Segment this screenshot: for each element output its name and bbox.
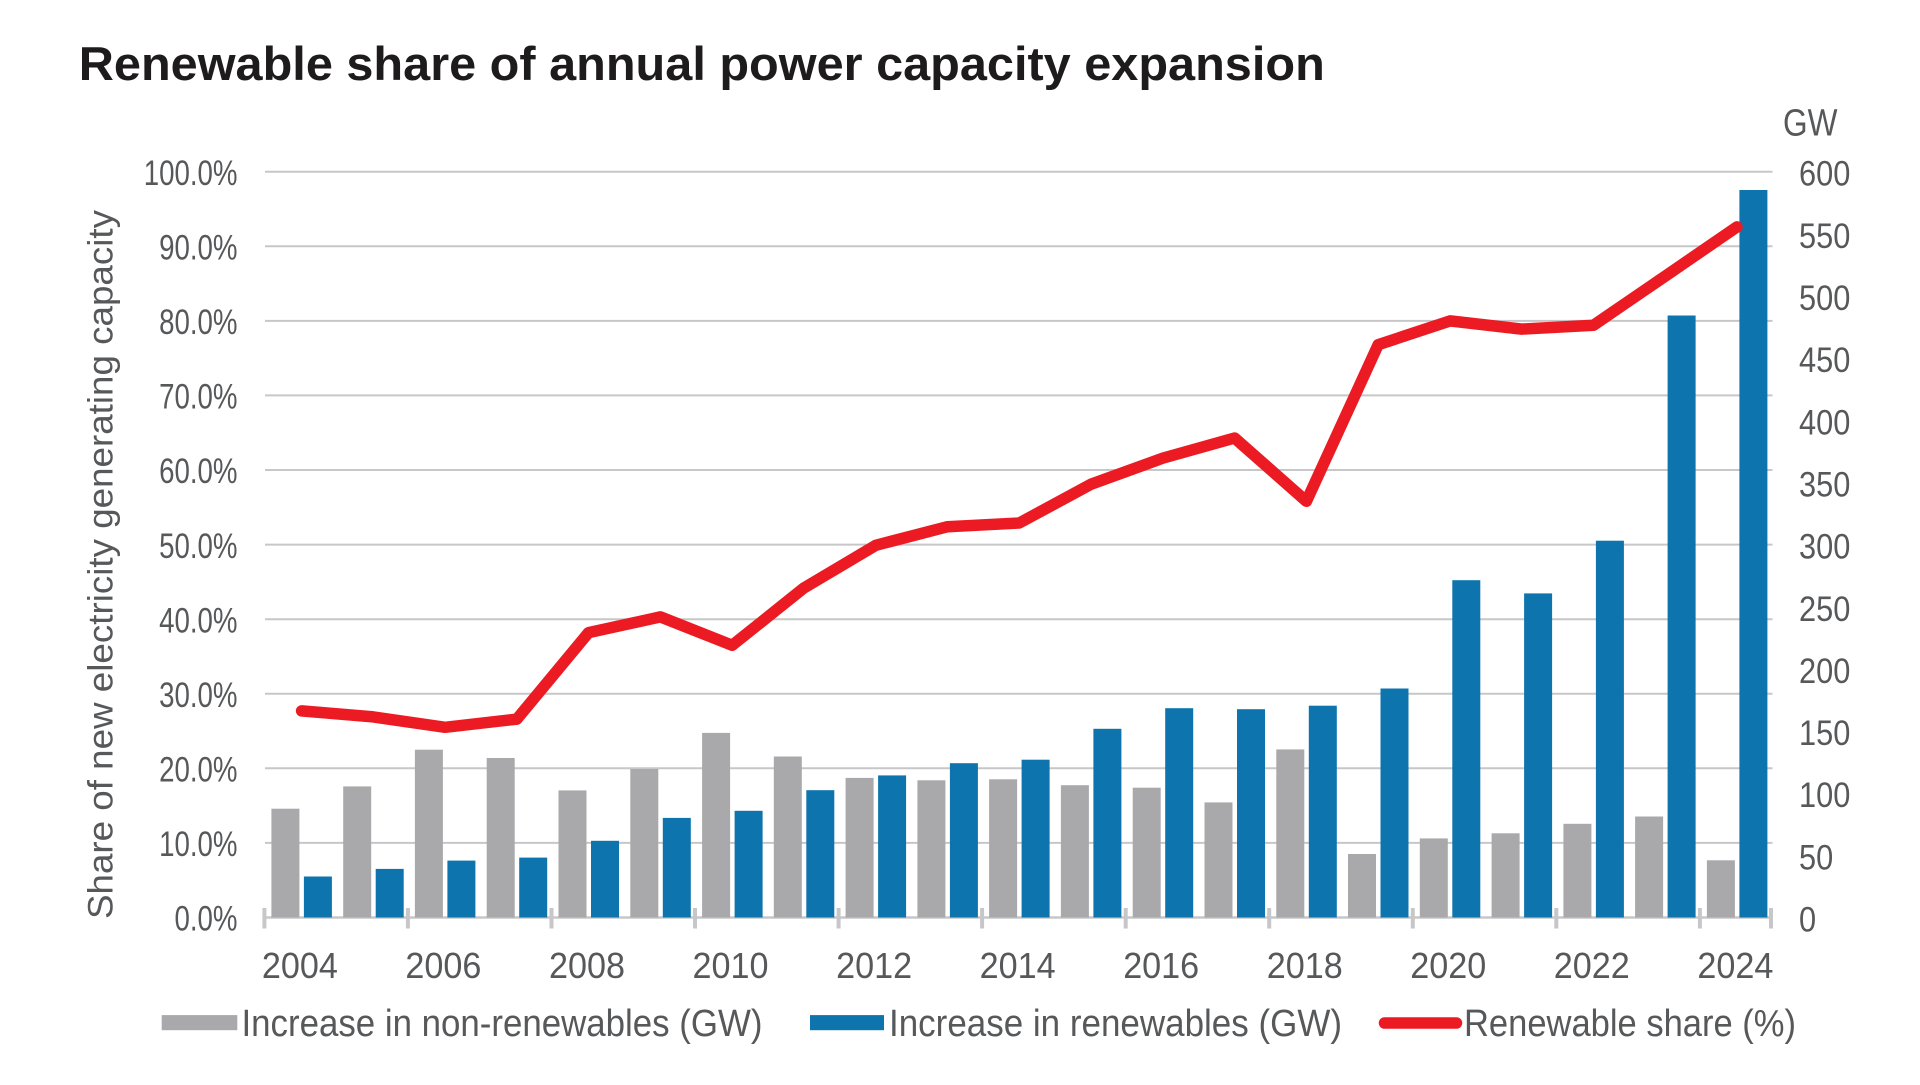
svg-text:2004: 2004 [262, 945, 338, 986]
svg-text:0.0%: 0.0% [175, 900, 238, 939]
svg-text:50: 50 [1799, 838, 1833, 877]
svg-text:2018: 2018 [1267, 945, 1343, 986]
svg-text:Renewable share of annual powe: Renewable share of annual power capacity… [79, 37, 1325, 90]
svg-text:Renewable share (%): Renewable share (%) [1464, 1003, 1796, 1045]
svg-text:50.0%: 50.0% [159, 527, 237, 566]
svg-text:550: 550 [1799, 217, 1850, 256]
svg-text:150: 150 [1799, 714, 1850, 753]
svg-text:2014: 2014 [980, 945, 1056, 986]
svg-text:Increase in non-renewables (GW: Increase in non-renewables (GW) [242, 1003, 763, 1045]
svg-text:40.0%: 40.0% [159, 601, 237, 640]
svg-text:450: 450 [1799, 341, 1850, 380]
svg-text:300: 300 [1799, 528, 1850, 567]
svg-text:GW: GW [1783, 101, 1838, 143]
svg-text:2008: 2008 [549, 945, 625, 986]
svg-text:Share of new electricity gener: Share of new electricity generating capa… [82, 209, 121, 919]
svg-text:30.0%: 30.0% [159, 676, 237, 715]
svg-text:600: 600 [1799, 155, 1850, 194]
svg-text:2022: 2022 [1554, 945, 1630, 986]
svg-text:250: 250 [1799, 590, 1850, 629]
svg-text:2024: 2024 [1697, 945, 1773, 986]
svg-text:400: 400 [1799, 403, 1850, 442]
svg-text:2010: 2010 [693, 945, 769, 986]
svg-text:60.0%: 60.0% [159, 452, 237, 491]
svg-text:90.0%: 90.0% [159, 229, 237, 268]
svg-text:20.0%: 20.0% [159, 751, 237, 790]
svg-text:Increase in renewables (GW): Increase in renewables (GW) [889, 1003, 1342, 1045]
svg-text:200: 200 [1799, 652, 1850, 691]
svg-text:350: 350 [1799, 465, 1850, 504]
svg-text:500: 500 [1799, 279, 1850, 318]
svg-text:2020: 2020 [1410, 945, 1486, 986]
svg-text:10.0%: 10.0% [159, 825, 237, 864]
svg-text:100: 100 [1799, 776, 1850, 815]
svg-text:0: 0 [1799, 901, 1816, 940]
svg-text:2006: 2006 [405, 945, 481, 986]
svg-text:2012: 2012 [836, 945, 912, 986]
svg-text:100.0%: 100.0% [144, 154, 238, 193]
svg-text:80.0%: 80.0% [159, 303, 237, 342]
svg-text:2016: 2016 [1123, 945, 1199, 986]
svg-text:70.0%: 70.0% [159, 378, 237, 417]
